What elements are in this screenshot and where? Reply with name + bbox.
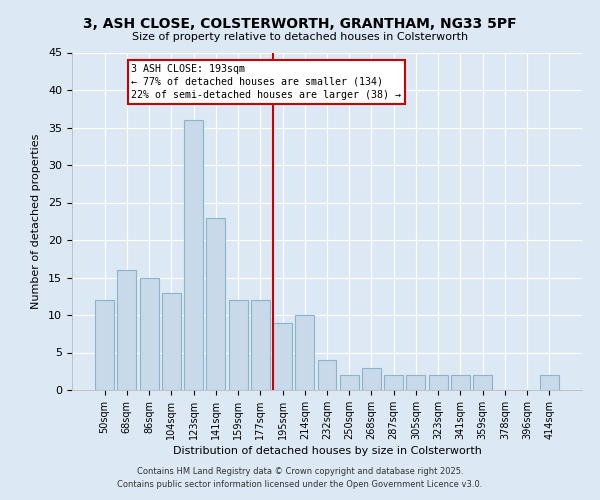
Bar — [118, 270, 136, 390]
Bar — [184, 120, 203, 390]
Text: Contains HM Land Registry data © Crown copyright and database right 2025.
Contai: Contains HM Land Registry data © Crown c… — [118, 468, 482, 489]
Bar — [384, 375, 403, 390]
Bar — [95, 300, 114, 390]
Bar — [140, 278, 158, 390]
Bar — [229, 300, 248, 390]
Bar — [162, 292, 181, 390]
Bar — [340, 375, 359, 390]
Bar — [295, 315, 314, 390]
Bar — [362, 368, 381, 390]
Bar — [317, 360, 337, 390]
X-axis label: Distribution of detached houses by size in Colsterworth: Distribution of detached houses by size … — [173, 446, 481, 456]
Bar — [451, 375, 470, 390]
Bar — [273, 322, 292, 390]
Bar — [206, 218, 225, 390]
Y-axis label: Number of detached properties: Number of detached properties — [31, 134, 41, 309]
Bar — [473, 375, 492, 390]
Bar — [429, 375, 448, 390]
Bar — [540, 375, 559, 390]
Bar — [406, 375, 425, 390]
Text: 3, ASH CLOSE, COLSTERWORTH, GRANTHAM, NG33 5PF: 3, ASH CLOSE, COLSTERWORTH, GRANTHAM, NG… — [83, 18, 517, 32]
Bar — [251, 300, 270, 390]
Text: Size of property relative to detached houses in Colsterworth: Size of property relative to detached ho… — [132, 32, 468, 42]
Text: 3 ASH CLOSE: 193sqm
← 77% of detached houses are smaller (134)
22% of semi-detac: 3 ASH CLOSE: 193sqm ← 77% of detached ho… — [131, 64, 401, 100]
